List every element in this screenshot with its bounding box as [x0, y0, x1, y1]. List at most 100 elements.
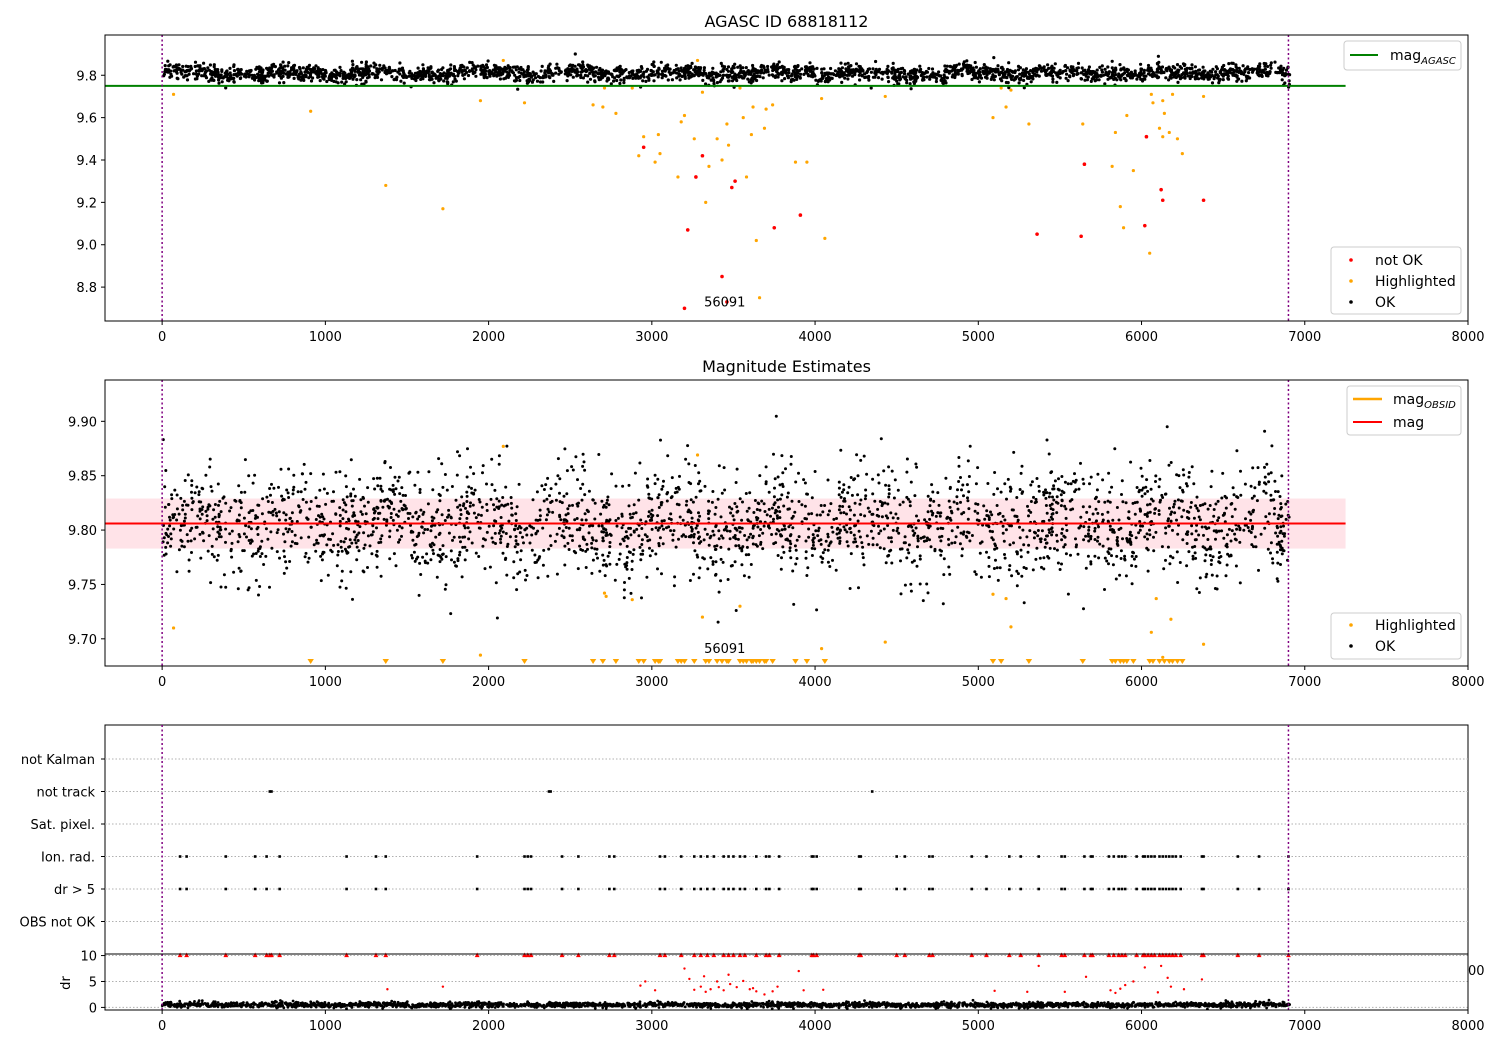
ok-point [301, 74, 305, 78]
ok-point [379, 499, 383, 502]
ok-point [204, 473, 208, 477]
ok-point [428, 78, 432, 82]
ok-point [249, 541, 252, 545]
ok-point [931, 75, 936, 79]
ok-point [480, 70, 484, 75]
ok-point [776, 554, 780, 557]
ok-point [952, 68, 956, 72]
ok-point [622, 69, 627, 73]
ok-point [733, 62, 737, 66]
ok-point [1013, 77, 1017, 81]
ok-point [1229, 539, 1233, 543]
ok-point [421, 555, 425, 559]
ok-point [567, 548, 571, 551]
y-tick-label: 9.6 [76, 112, 97, 127]
ok-point [1212, 508, 1216, 511]
ok-point [304, 480, 308, 484]
ok-point [918, 554, 922, 558]
ok-point [583, 468, 587, 472]
ok-point [685, 499, 689, 503]
ok-point [675, 76, 679, 80]
ok-point [1156, 54, 1160, 58]
ok-point [1191, 557, 1195, 561]
ok-point [886, 75, 890, 80]
ok-point [583, 538, 587, 542]
ok-point [1243, 482, 1247, 486]
ok-point [772, 503, 776, 507]
ok-point [1252, 508, 1255, 512]
ok-point [942, 557, 946, 561]
ok-point [342, 70, 346, 74]
ok-point [906, 72, 910, 76]
ok-point [511, 71, 515, 75]
ok-point [972, 76, 976, 80]
ok-point [1134, 564, 1138, 568]
ok-point [891, 61, 895, 65]
ok-point [268, 585, 271, 589]
ok-point [1089, 475, 1093, 479]
highlighted-point [741, 116, 745, 120]
ok-point [350, 59, 354, 63]
ok-point [168, 69, 172, 73]
ok-point [247, 75, 251, 79]
ok-point [880, 77, 884, 81]
ok-point [596, 556, 599, 560]
ok-point [490, 536, 494, 540]
ok-point [219, 535, 223, 539]
ok-point [781, 471, 785, 475]
ok-point [887, 492, 891, 496]
ok-point [1242, 528, 1246, 532]
ok-point [916, 534, 920, 538]
ok-point [548, 534, 552, 538]
ok-point [846, 77, 850, 81]
ok-point [584, 549, 588, 553]
ok-point [1200, 76, 1204, 80]
ok-point [336, 543, 340, 547]
ok-point [1195, 495, 1199, 499]
ok-point [471, 71, 475, 76]
ok-point [1002, 72, 1006, 76]
ok-point [450, 485, 454, 488]
ok-point [546, 574, 550, 578]
ok-point [992, 78, 996, 82]
ok-point [1230, 529, 1234, 533]
ok-point [1045, 438, 1049, 442]
highlighted-point [720, 158, 724, 162]
ok-point [1015, 75, 1019, 79]
ok-point [774, 74, 778, 78]
ok-point [452, 560, 456, 564]
ok-point [1185, 564, 1189, 568]
ok-point [232, 69, 237, 73]
ok-point [385, 69, 389, 73]
ok-point [705, 532, 709, 536]
not-ok-point [685, 228, 690, 232]
ok-point [927, 66, 931, 71]
ok-point [1020, 574, 1024, 578]
ok-point [282, 81, 286, 85]
ok-point [747, 506, 751, 510]
ok-point [1266, 64, 1270, 69]
ok-point [680, 68, 684, 73]
ok-point [332, 79, 336, 83]
legend-point-swatch [1349, 258, 1353, 262]
ok-point [887, 80, 891, 84]
ok-point [505, 444, 509, 448]
ok-point [338, 65, 342, 69]
ok-point [1273, 60, 1277, 64]
ok-point [902, 541, 906, 545]
ok-point [325, 491, 329, 495]
ok-point [526, 67, 530, 71]
ok-point [194, 69, 198, 73]
x-tick-label: 4000 [799, 330, 832, 345]
ok-point [340, 569, 344, 573]
ok-point [1232, 493, 1236, 497]
ok-point [857, 529, 861, 533]
ok-point [217, 503, 220, 507]
ok-point [164, 531, 168, 535]
highlighted-point [704, 200, 708, 204]
ok-point [1038, 65, 1042, 69]
ok-point [616, 516, 620, 520]
ok-point [806, 492, 809, 496]
ok-point [734, 527, 738, 531]
ok-point [692, 541, 695, 545]
